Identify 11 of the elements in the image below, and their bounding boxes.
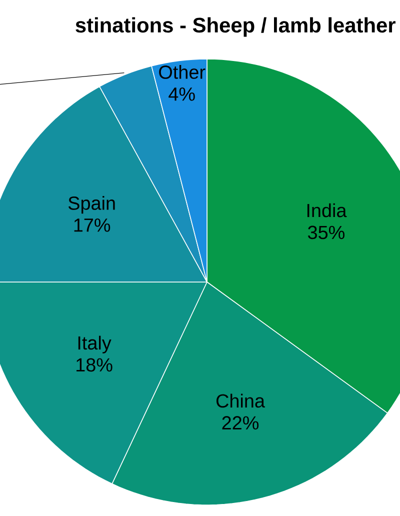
slice-label: Spain <box>68 196 115 214</box>
data-label: 35% <box>308 226 344 240</box>
slice-label: China <box>216 394 265 408</box>
data-label: 4% <box>168 88 195 101</box>
slice-label: India <box>307 203 347 218</box>
data-label: 17% <box>74 218 110 232</box>
slice-label: Other <box>159 65 206 79</box>
slice-label: Italy <box>78 336 112 354</box>
chart-title: stinations - Sheep / lamb leather <box>76 17 396 37</box>
data-label: 22% <box>222 416 259 430</box>
data-label: 18% <box>76 358 112 372</box>
